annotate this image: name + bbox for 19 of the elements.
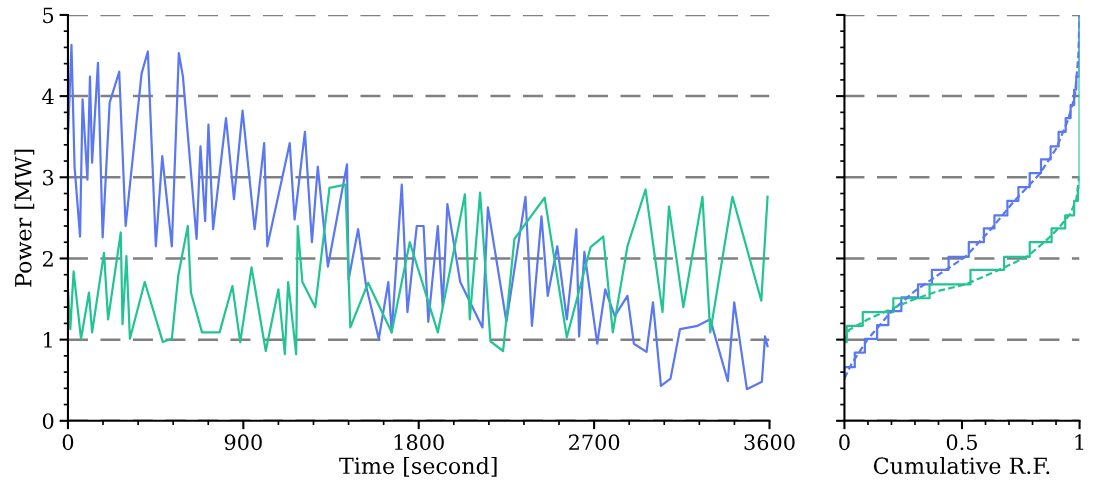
y-tick-label: 3	[43, 169, 54, 186]
y-tick-label: 0	[42, 413, 54, 430]
x-tick-label: 900	[224, 434, 262, 451]
y-tick-label: 4	[42, 88, 54, 105]
line-series	[67, 183, 769, 356]
x-tick-label: 0	[62, 434, 74, 451]
y-tick-label: 5	[43, 7, 54, 24]
line-series	[67, 43, 769, 391]
x-tick-label: 0	[839, 434, 850, 451]
x-tick-label: 3600	[744, 434, 795, 451]
x-tick-label: 1	[1075, 434, 1084, 450]
x-tick-label: 0.5	[946, 434, 977, 451]
y-tick-label: 1	[44, 332, 52, 348]
x-axis-title: Cumulative R.F.	[873, 456, 1050, 475]
x-tick-label: 1800	[394, 434, 444, 451]
y-axis-title: Power [MW]	[14, 149, 35, 287]
x-axis-title: Time [second]	[339, 456, 497, 477]
x-tick-label: 2700	[569, 434, 620, 451]
y-tick-label: 2	[42, 250, 53, 267]
